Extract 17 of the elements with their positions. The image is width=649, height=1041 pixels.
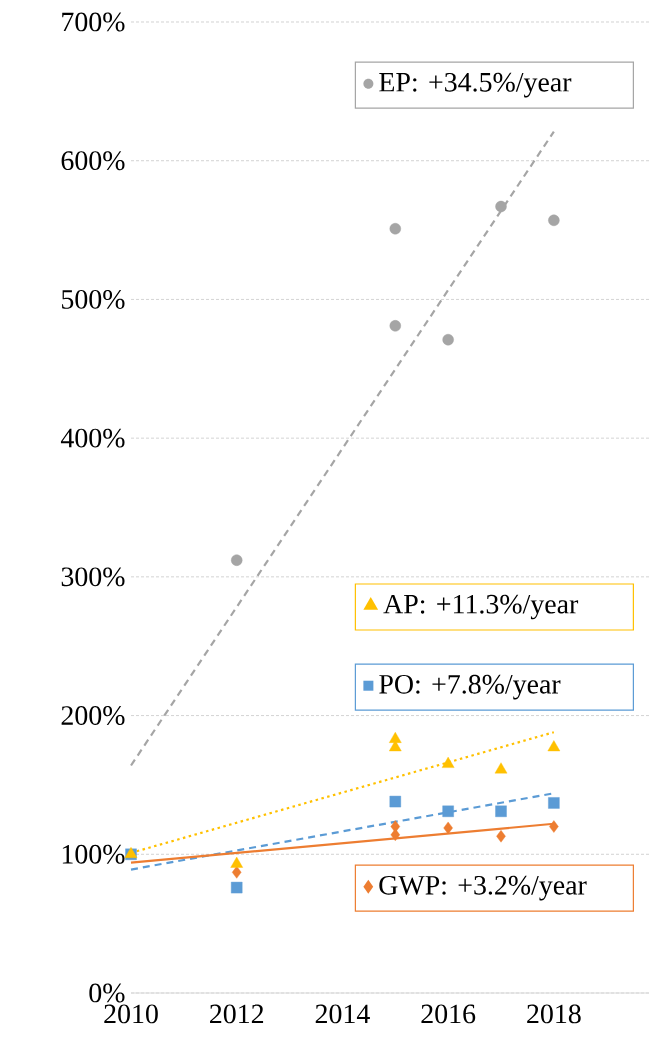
x-tick-label: 2012 xyxy=(210,1004,264,1024)
y-tick-label: 600% xyxy=(61,151,125,171)
y-tick-label: 500% xyxy=(62,289,125,309)
legend-label: PO: +7.8%/year xyxy=(379,674,561,700)
y-tick-label: 200% xyxy=(61,706,125,726)
legend-label: GWP: +3.2%/year xyxy=(379,875,587,901)
y-tick-label: 700% xyxy=(62,12,125,32)
y-tick-label: 0% xyxy=(89,983,125,1003)
y-tick-label: 100% xyxy=(62,844,125,864)
x-tick-label: 2018 xyxy=(527,1004,581,1024)
legend-label: AP: +11.3%/year xyxy=(383,594,579,620)
y-tick-label: 300% xyxy=(61,567,125,587)
x-tick-label: 2014 xyxy=(315,1004,370,1024)
y-tick-label: 400% xyxy=(60,428,125,448)
x-tick-label: 2016 xyxy=(421,1004,476,1024)
x-tick-label: 2010 xyxy=(104,1004,158,1024)
legend-label: EP: +34.5%/year xyxy=(379,72,572,98)
